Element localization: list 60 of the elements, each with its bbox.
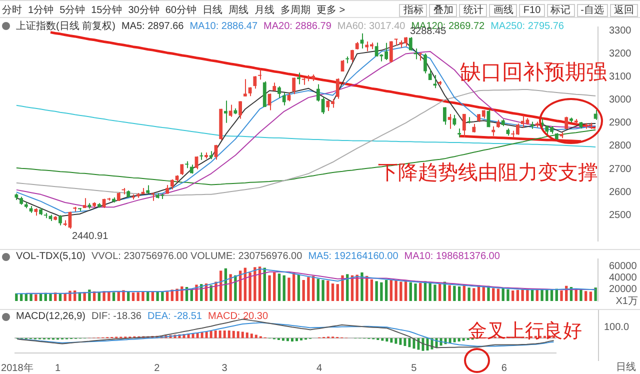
y-tick-label: 2700	[609, 164, 632, 175]
annotation: 下降趋势线由阻力变支撑	[378, 160, 598, 184]
text: MA20: 2886.79	[264, 20, 332, 32]
text: 100.0	[604, 322, 630, 333]
annotation: 3288.45	[410, 26, 446, 37]
text: 月线	[254, 4, 274, 16]
text: 更多 >	[316, 4, 346, 16]
text: 15分钟	[91, 4, 122, 16]
text: 指标	[399, 4, 428, 16]
chart-subtitle: VVOL: 230756976.00 VOLUME: 230756976.00	[91, 251, 302, 262]
text: 多周期	[280, 4, 310, 16]
text: 1分钟	[28, 4, 54, 16]
annotation: 金叉上行良好	[468, 320, 582, 342]
y-tick-label: 20000	[609, 284, 638, 296]
x-axis-title: 日线	[616, 360, 636, 374]
annotation: 2440.91	[72, 231, 108, 242]
y-tick-label: 2900	[609, 118, 632, 129]
y-tick-label: 3100	[609, 72, 632, 83]
y-tick-label: 40000	[609, 272, 638, 284]
text: 画线	[489, 4, 518, 16]
text: 叠加	[429, 4, 458, 16]
series-label: MACD: 20.30	[208, 311, 268, 322]
y-tick-label: 2600	[609, 186, 632, 198]
chart-title: VOL-TDX(5,10)	[16, 251, 86, 262]
y-axis-title: X1万	[616, 295, 638, 308]
x-tick-label: 2018年	[1, 362, 34, 374]
text: 30分钟	[128, 4, 160, 16]
x-tick-label: 4	[316, 362, 322, 374]
y-tick-label: 2800	[609, 140, 632, 152]
series-label: DIF: -18.36	[91, 311, 142, 322]
y-tick-label: 3000	[609, 94, 632, 106]
y-tick-label: 3200	[609, 48, 632, 60]
chart-title: 上证指数(日线 前复权)	[16, 20, 116, 33]
x-tick-label: 5	[411, 362, 418, 374]
text: 标记	[546, 4, 575, 16]
text: 统计	[459, 4, 488, 16]
text: MA60: 3017.40	[337, 20, 406, 32]
x-tick-label: 2	[154, 362, 160, 374]
y-tick-label: 2500	[609, 210, 632, 221]
text: MA5: 2897.66	[121, 20, 184, 32]
x-tick-label: 6	[501, 362, 508, 374]
text: MA250: 2795.76	[490, 20, 564, 32]
text: 周线	[228, 4, 248, 16]
x-tick-label: 3	[222, 362, 228, 374]
text: -自选	[576, 4, 608, 16]
annotation: 缺口回补预期强	[460, 60, 607, 84]
x-tick-label: 1	[54, 362, 61, 374]
y-tick-label: 60000	[609, 260, 638, 272]
series-label: MA5: 192164160.00	[308, 251, 398, 262]
text: 返回	[610, 4, 638, 16]
text: 分时	[2, 4, 22, 16]
series-label: DEA: -28.51	[148, 311, 202, 322]
text: 60分钟	[165, 4, 196, 16]
text: F10	[519, 4, 545, 16]
text: 日线	[202, 4, 222, 16]
y-tick-label: 3300	[609, 25, 632, 36]
text: MA10: 2886.47	[190, 20, 258, 32]
series-label: MA10: 198681376.00	[404, 251, 500, 262]
chart-title: MACD(12,26,9)	[16, 311, 86, 322]
text: 5分钟	[60, 4, 86, 16]
